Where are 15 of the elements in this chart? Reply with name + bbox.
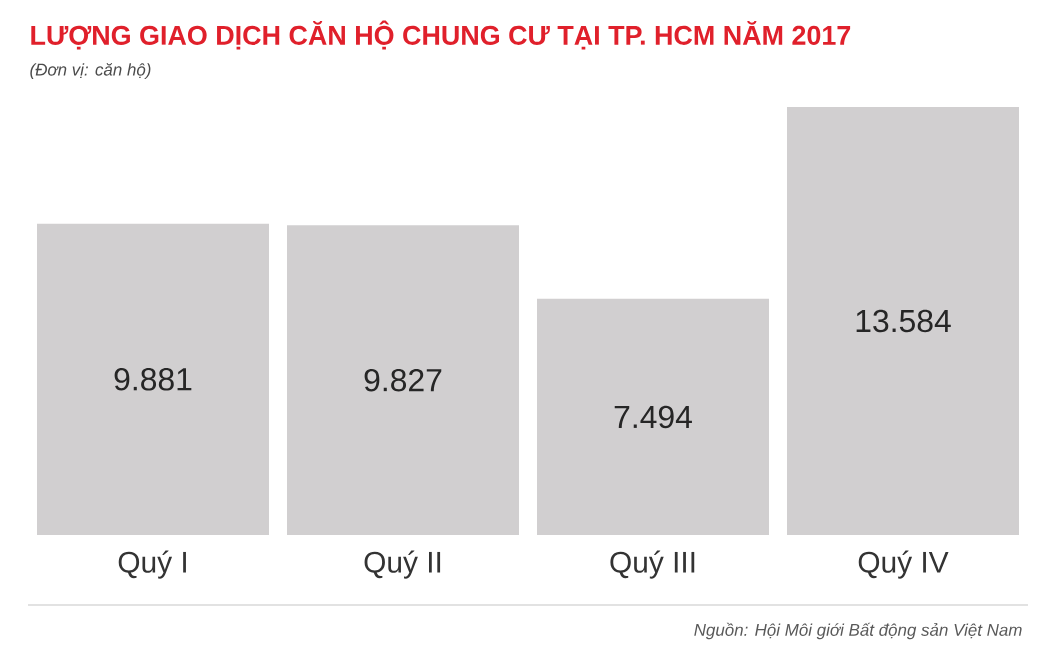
x-tick-label: Quý I xyxy=(118,550,186,579)
x-tick-label: Quý III xyxy=(610,550,695,579)
chart-subtitle: (Đơn vị: căn hộ) xyxy=(30,63,151,79)
bar xyxy=(37,223,270,535)
data-label: 7.494 xyxy=(614,405,692,429)
text: Nguồn: Hội Môi giới Bất động sản Việt Nam xyxy=(694,622,1022,640)
x-tick-label: Quý IV xyxy=(858,550,949,579)
chart-title: LƯỢNG GIAO DỊCH CĂN HỘ CHUNG CƯ TẠI TP. HCM NĂM 2017 xyxy=(31,20,851,50)
bar xyxy=(536,298,769,535)
x-tick-label: Quý II xyxy=(364,550,441,579)
data-label: 9.827 xyxy=(364,368,442,392)
bar xyxy=(287,225,519,535)
data-label: 13.584 xyxy=(856,309,951,333)
data-label: 9.881 xyxy=(114,368,192,391)
bar xyxy=(786,106,1019,535)
